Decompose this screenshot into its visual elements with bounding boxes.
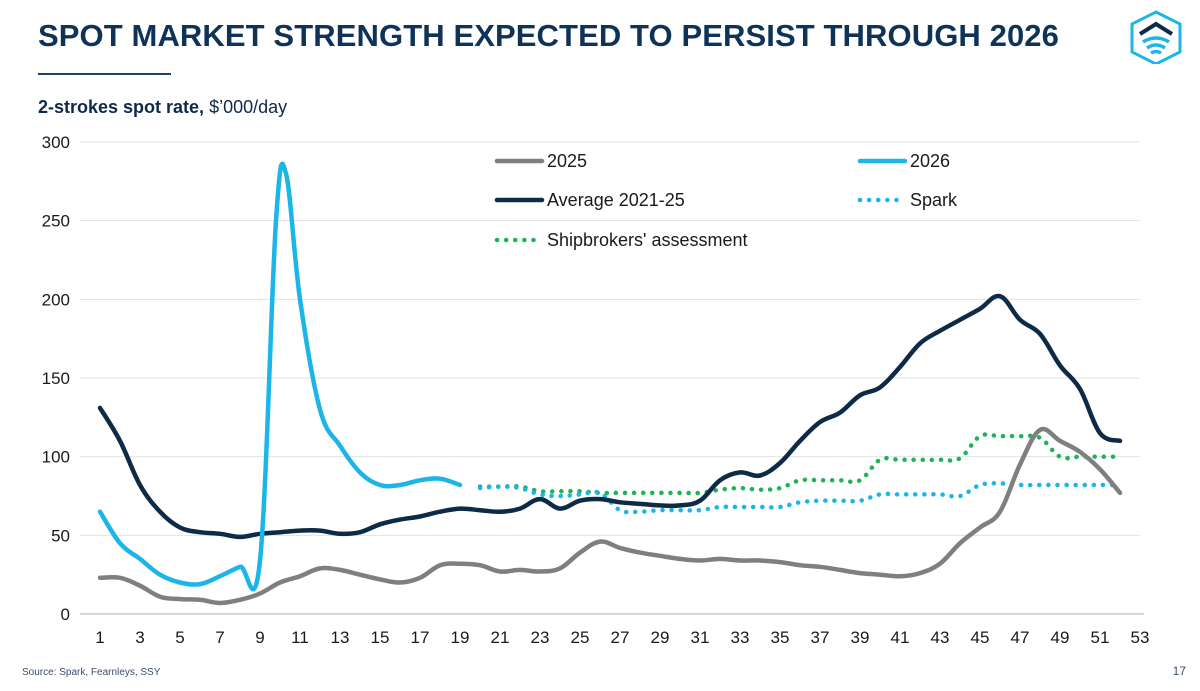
x-tick-label: 1 [95,628,104,647]
x-tick-label: 31 [691,628,710,647]
x-tick-label: 43 [931,628,950,647]
x-tick-label: 47 [1011,628,1030,647]
x-tick-label: 23 [531,628,550,647]
y-tick-label: 100 [42,448,70,467]
legend-label-2026: 2026 [910,151,950,171]
x-tick-label: 25 [571,628,590,647]
x-tick-label: 13 [331,628,350,647]
y-tick-label: 300 [42,133,70,152]
x-tick-label: 17 [411,628,430,647]
x-tick-label: 27 [611,628,630,647]
subtitle-metric: 2-strokes spot rate, [38,97,205,117]
series-line-2026 [97,161,463,592]
y-tick-label: 0 [61,605,70,624]
x-tick-label: 35 [771,628,790,647]
x-tick-label: 41 [891,628,910,647]
chart-subtitle: 2-strokes spot rate, $’000/day [38,97,287,118]
ship-house-icon [1130,10,1182,64]
x-tick-label: 39 [851,628,870,647]
y-tick-label: 50 [51,526,70,545]
x-tick-label: 37 [811,628,830,647]
series-line-shipbrokers-assessment [477,432,1123,496]
series-line-2025 [97,426,1123,606]
x-tick-label: 51 [1091,628,1110,647]
source-note: Source: Spark, Fearnleys, SSY [22,667,161,678]
x-tick-label: 5 [175,628,184,647]
x-tick-label: 45 [971,628,990,647]
x-tick-label: 49 [1051,628,1070,647]
series-line-spark [477,481,1123,515]
page-number: 17 [1172,664,1186,678]
x-tick-label: 21 [491,628,510,647]
x-tick-label: 53 [1131,628,1150,647]
legend-label-average-2021-25: Average 2021-25 [547,190,685,210]
x-tick-label: 29 [651,628,670,647]
y-tick-label: 200 [42,290,70,309]
y-tick-label: 250 [42,212,70,231]
title-underline [38,73,171,75]
x-tick-label: 33 [731,628,750,647]
x-tick-label: 19 [451,628,470,647]
x-tick-label: 3 [135,628,144,647]
x-tick-label: 9 [255,628,264,647]
series-lines [97,161,1123,606]
legend-label-2025: 2025 [547,151,587,171]
series-line-average-2021-25 [97,293,1123,540]
gridlines [80,141,1140,536]
legend-label-shipbrokers-assessment: Shipbrokers' assessment [547,230,748,250]
y-tick-label: 150 [42,369,70,388]
subtitle-unit: $’000/day [204,97,288,117]
page-title: SPOT MARKET STRENGTH EXPECTED TO PERSIST… [38,18,1059,53]
x-tick-label: 15 [371,628,390,647]
legend: 2025 2026 Average 2021-25 Spark Shipbrokers'… [494,151,958,250]
legend-label-spark: Spark [910,190,958,210]
x-tick-label: 7 [215,628,224,647]
x-tick-label: 11 [291,628,309,647]
